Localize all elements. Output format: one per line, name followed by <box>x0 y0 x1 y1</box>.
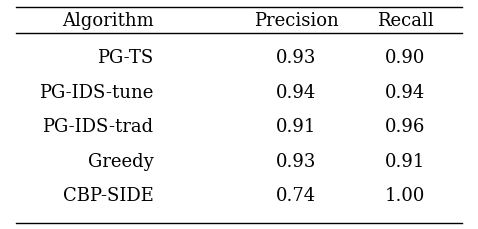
Text: 0.96: 0.96 <box>385 118 425 136</box>
Text: CBP-SIDE: CBP-SIDE <box>63 187 153 204</box>
Text: Greedy: Greedy <box>87 152 153 170</box>
Text: Precision: Precision <box>254 12 338 30</box>
Text: 0.74: 0.74 <box>276 187 316 204</box>
Text: Algorithm: Algorithm <box>62 12 153 30</box>
Text: 0.94: 0.94 <box>385 83 425 101</box>
Text: 0.90: 0.90 <box>385 49 425 67</box>
Text: PG-IDS-trad: PG-IDS-trad <box>43 118 153 136</box>
Text: 0.93: 0.93 <box>276 152 316 170</box>
Text: 0.91: 0.91 <box>385 152 425 170</box>
Text: PG-IDS-tune: PG-IDS-tune <box>39 83 153 101</box>
Text: 0.94: 0.94 <box>276 83 316 101</box>
Text: 0.91: 0.91 <box>276 118 316 136</box>
Text: PG-TS: PG-TS <box>97 49 153 67</box>
Text: Recall: Recall <box>377 12 434 30</box>
Text: 0.93: 0.93 <box>276 49 316 67</box>
Text: 1.00: 1.00 <box>385 187 425 204</box>
